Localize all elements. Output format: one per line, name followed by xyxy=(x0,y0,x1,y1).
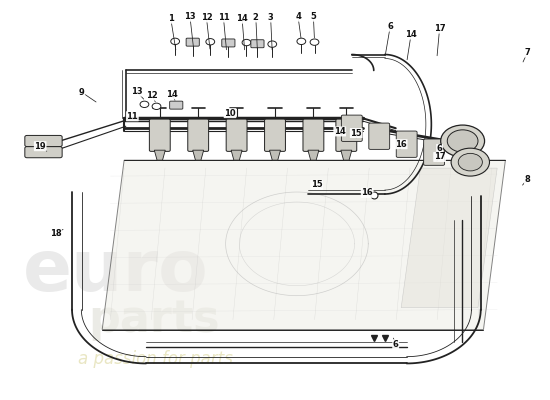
FancyBboxPatch shape xyxy=(150,119,170,151)
PathPatch shape xyxy=(231,150,242,160)
Text: 14: 14 xyxy=(405,30,417,39)
FancyBboxPatch shape xyxy=(336,119,357,151)
PathPatch shape xyxy=(401,168,497,308)
Circle shape xyxy=(310,39,319,45)
FancyBboxPatch shape xyxy=(424,139,444,165)
Text: 14: 14 xyxy=(334,127,345,136)
Text: 12: 12 xyxy=(201,13,212,22)
PathPatch shape xyxy=(341,150,352,160)
Text: 18: 18 xyxy=(50,229,62,238)
Text: 13: 13 xyxy=(184,12,196,21)
FancyBboxPatch shape xyxy=(251,40,264,48)
Text: 12: 12 xyxy=(146,91,158,100)
Text: 19: 19 xyxy=(35,142,46,151)
Text: 15: 15 xyxy=(350,128,362,138)
FancyBboxPatch shape xyxy=(303,119,324,151)
Circle shape xyxy=(170,38,179,44)
Circle shape xyxy=(206,38,214,45)
FancyBboxPatch shape xyxy=(25,146,62,158)
FancyBboxPatch shape xyxy=(25,136,62,146)
Text: parts: parts xyxy=(89,298,220,341)
FancyBboxPatch shape xyxy=(188,119,208,151)
FancyBboxPatch shape xyxy=(169,101,183,109)
Text: 16: 16 xyxy=(395,140,407,149)
Text: 4: 4 xyxy=(295,12,301,21)
Circle shape xyxy=(140,101,149,108)
PathPatch shape xyxy=(192,150,204,160)
Circle shape xyxy=(458,153,482,171)
FancyBboxPatch shape xyxy=(342,115,362,142)
Circle shape xyxy=(297,38,306,44)
Text: 11: 11 xyxy=(126,112,138,121)
FancyBboxPatch shape xyxy=(226,119,247,151)
Text: 10: 10 xyxy=(224,109,236,118)
Text: 14: 14 xyxy=(166,90,178,99)
Text: 5: 5 xyxy=(310,12,316,21)
PathPatch shape xyxy=(270,150,280,160)
PathPatch shape xyxy=(155,150,166,160)
Circle shape xyxy=(152,103,161,110)
Text: 16: 16 xyxy=(361,188,373,197)
Text: 6: 6 xyxy=(387,22,393,31)
Text: 6: 6 xyxy=(393,340,399,349)
Circle shape xyxy=(242,39,251,46)
FancyBboxPatch shape xyxy=(265,119,285,151)
Circle shape xyxy=(441,125,485,157)
Circle shape xyxy=(451,148,490,176)
FancyBboxPatch shape xyxy=(369,123,389,149)
Text: 13: 13 xyxy=(131,87,142,96)
Text: 17: 17 xyxy=(434,24,446,33)
PathPatch shape xyxy=(102,160,505,330)
FancyBboxPatch shape xyxy=(396,131,417,157)
Text: a passion for parts: a passion for parts xyxy=(78,350,232,368)
PathPatch shape xyxy=(308,150,319,160)
Circle shape xyxy=(268,41,277,47)
FancyBboxPatch shape xyxy=(222,39,235,47)
Text: 2: 2 xyxy=(253,13,258,22)
Text: 14: 14 xyxy=(236,14,248,23)
Text: 1: 1 xyxy=(168,14,174,23)
Text: 3: 3 xyxy=(268,13,273,22)
FancyBboxPatch shape xyxy=(186,38,199,46)
Text: 8: 8 xyxy=(525,175,530,184)
Text: 17: 17 xyxy=(434,152,446,162)
Text: 9: 9 xyxy=(79,88,85,97)
Text: euro: euro xyxy=(23,237,208,306)
Text: 7: 7 xyxy=(525,48,530,57)
Circle shape xyxy=(447,130,478,152)
Text: 15: 15 xyxy=(311,180,322,189)
Text: 11: 11 xyxy=(218,13,229,22)
Text: 6: 6 xyxy=(437,144,443,154)
